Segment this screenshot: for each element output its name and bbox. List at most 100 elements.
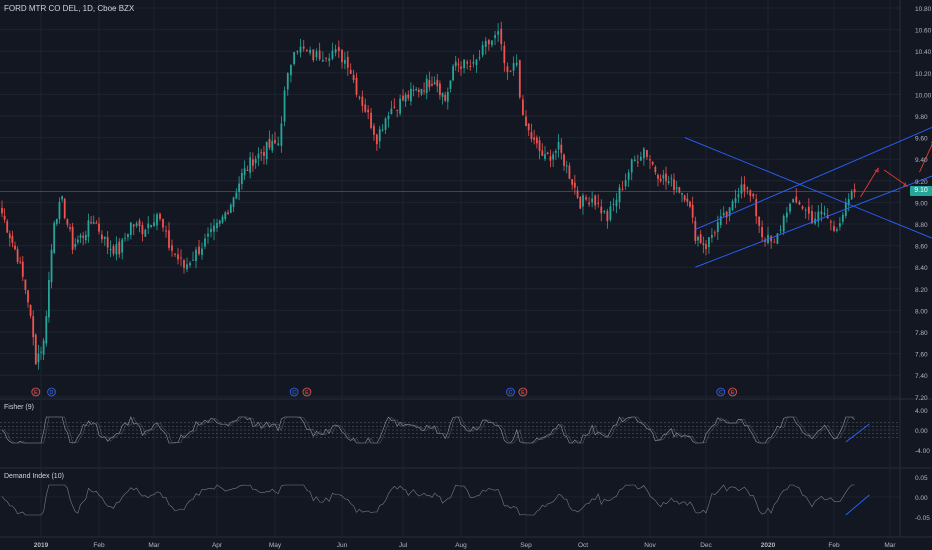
time-axis[interactable]: 2019 Feb Mar Apr May Jun Jul Aug Sep Oct Nov Dec 202… xyxy=(34,542,897,549)
forecast-arrow-head xyxy=(902,182,908,187)
candle-body xyxy=(609,206,612,220)
candlestick-series xyxy=(1,21,856,370)
price-tick-label: 7.20 xyxy=(915,395,928,402)
candle-body xyxy=(100,234,103,240)
fisher-line xyxy=(1,416,855,444)
candle-body xyxy=(216,222,218,229)
candle-body xyxy=(32,316,35,338)
fisher-trigger-line xyxy=(2,416,855,444)
demand-index-indicator xyxy=(0,484,900,516)
event-badge xyxy=(716,387,726,397)
candle-body xyxy=(246,169,249,171)
candle-body xyxy=(639,156,642,161)
candle-body xyxy=(109,248,112,251)
candle-body xyxy=(257,153,260,159)
time-tick-label: Mar xyxy=(148,542,160,549)
candle-body xyxy=(45,316,48,344)
candle-body xyxy=(402,95,404,101)
time-tick-label: Sep xyxy=(520,542,532,549)
drawing-annotations[interactable] xyxy=(684,121,932,268)
candle-body xyxy=(14,245,16,250)
candle-body xyxy=(841,214,844,222)
candle-body xyxy=(387,115,390,120)
descending-trend-line xyxy=(684,137,932,239)
price-tick-label: 9.40 xyxy=(915,157,928,164)
candle-body xyxy=(500,28,503,45)
fisher-title: Fisher (9) xyxy=(4,404,34,411)
candle-body xyxy=(649,159,651,161)
price-tick-label: 10.60 xyxy=(915,28,932,35)
candle-body xyxy=(325,57,327,59)
candle-body xyxy=(21,261,24,277)
candle-body xyxy=(503,45,506,64)
candle-body xyxy=(3,216,6,220)
candle-body xyxy=(636,161,639,163)
candle-body xyxy=(702,243,705,245)
candle-body xyxy=(571,179,574,185)
candle-body xyxy=(646,150,648,158)
time-tick-label: Feb xyxy=(93,542,105,549)
candle-body xyxy=(274,139,276,144)
candle-body xyxy=(177,254,179,260)
candle-body xyxy=(417,89,420,93)
price-tick-label: 8.20 xyxy=(915,287,928,294)
candle-body xyxy=(603,211,606,213)
candle-body xyxy=(588,202,590,205)
candle-body xyxy=(847,199,850,206)
event-badge-label: D xyxy=(50,390,54,396)
time-tick-label: Apr xyxy=(212,542,223,549)
candle-body xyxy=(755,199,758,217)
candle-body xyxy=(112,246,115,254)
candle-body xyxy=(118,241,121,255)
candle-body xyxy=(630,159,633,173)
event-badge xyxy=(31,387,41,397)
candle-body xyxy=(6,221,9,233)
candle-body xyxy=(829,221,832,223)
candle-body xyxy=(665,173,667,182)
candle-body xyxy=(95,222,98,224)
candle-body xyxy=(740,184,743,194)
event-badges[interactable]: EDCECECEE xyxy=(31,387,932,397)
candle-body xyxy=(428,80,431,88)
candle-body xyxy=(344,59,346,64)
candle-body xyxy=(804,209,807,211)
candle-body xyxy=(162,219,164,228)
candle-body xyxy=(74,243,77,248)
price-axis[interactable]: 10.80 10.60 10.40 10.20 10.00 9.80 9.60 9.40 9.2… xyxy=(915,6,932,522)
candle-body xyxy=(82,235,85,238)
candle-body xyxy=(201,248,203,255)
candle-body xyxy=(752,193,755,197)
candle-body xyxy=(106,237,109,248)
candle-body xyxy=(84,235,87,241)
candle-body xyxy=(525,116,527,127)
candle-body xyxy=(716,222,719,232)
event-badge-label: E xyxy=(34,390,38,396)
candle-body xyxy=(135,223,138,226)
candle-body xyxy=(600,206,603,214)
candle-body xyxy=(171,245,173,251)
candle-body xyxy=(252,159,254,166)
candle-body xyxy=(147,223,150,229)
price-tick-label: 7.80 xyxy=(915,330,928,337)
candle-body xyxy=(469,65,472,67)
candle-body xyxy=(776,233,779,244)
candle-body xyxy=(683,195,686,201)
candle-body xyxy=(159,213,161,219)
candle-body xyxy=(358,96,361,98)
candle-body xyxy=(341,49,343,63)
candle-body xyxy=(779,229,782,231)
candle-body xyxy=(90,222,92,224)
candle-body xyxy=(315,51,318,58)
candle-body xyxy=(673,179,675,190)
candle-body xyxy=(675,187,678,189)
candle-body xyxy=(153,222,155,227)
event-badge-label: C xyxy=(292,390,296,396)
candle-body xyxy=(121,239,124,253)
candle-body xyxy=(515,62,518,66)
candle-body xyxy=(299,46,302,53)
candle-body xyxy=(487,40,490,45)
time-tick-label: May xyxy=(269,542,282,549)
candle-body xyxy=(627,172,630,180)
candle-body xyxy=(770,236,773,242)
